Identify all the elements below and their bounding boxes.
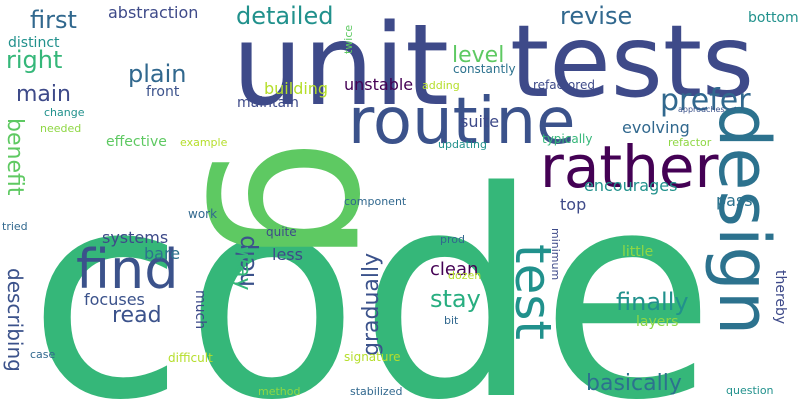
word-thereby: thereby [772,270,788,324]
word-dozen: dozen [448,269,481,282]
word-building: building [264,79,328,98]
word-find: find [76,238,179,301]
word-layers: layers [636,314,678,330]
word-top: top [560,195,586,214]
word-stay: stay [430,285,481,313]
word-approaches: approaches [678,105,725,114]
word-help: help [232,235,260,287]
word-stabilized: stabilized [350,385,402,398]
word-effective: effective [106,134,167,150]
word-adding: adding [422,79,460,92]
word-difficult: difficult [168,351,213,365]
word-prod: prod [440,233,465,246]
word-describing: describing [3,268,27,372]
word-suite: suite [460,112,499,131]
word-change: change [44,106,85,119]
word-g-large: g [200,138,433,265]
word-main: main [16,82,71,107]
word-clean: clean [430,259,478,280]
word-pass: pass [716,191,753,210]
word-systems: systems [102,228,168,247]
word-quite: quite [266,225,297,239]
word-prefer: prefer [660,83,751,118]
word-updating: updating [438,138,487,151]
word-less: less [272,245,303,264]
word-gradually: gradually [359,253,384,356]
word-minimum: minimum [549,228,562,280]
word-question: question [726,384,774,397]
word-code: code [28,131,715,400]
word-typically: typically [542,132,592,146]
word-design: design [703,103,785,335]
word-unit: unit [232,1,449,131]
word-way: way [230,246,255,291]
word-refactor: refactor [668,136,712,149]
word-basically: basically [586,371,682,396]
word-bare: bare [144,244,180,263]
word-finally: finally [616,288,689,316]
word-method: method [258,385,300,398]
word-tests: tests [510,3,754,120]
word-encourages: encourages [584,176,677,195]
word-test: test [504,244,562,340]
word-twice: twice [342,25,355,54]
word-first: first [30,6,77,34]
word-case: case [30,348,56,361]
word-benefit: benefit [2,118,27,196]
word-focuses: focuses [84,290,145,309]
word-distinct: distinct [8,35,60,51]
word-bit: bit [444,314,459,327]
word-abstraction: abstraction [108,3,198,22]
word-component: component [344,195,407,208]
word-right: right [6,46,62,74]
word-unstable: unstable [344,75,413,94]
word-routine: routine [348,85,575,159]
word-little: little [622,244,653,260]
word-plain: plain [128,60,187,88]
word-much: much [192,290,208,329]
word-bottom: bottom [748,10,799,26]
word-level: level [452,43,504,68]
word-tried: tried [2,220,28,233]
word-rather: rather [540,133,719,201]
word-example: example [180,136,228,149]
word-constantly: constantly [453,62,516,76]
word-work: work [188,207,217,221]
word-front: front [146,84,180,100]
word-evolving: evolving [622,118,690,137]
word-needed: needed [40,122,81,135]
word-revise: revise [560,2,632,30]
word-read: read [112,303,162,328]
word-maintain: maintain [237,95,299,111]
word-refactored: refactored [533,78,595,92]
word-detailed: detailed [236,2,333,30]
word-signature: signature [344,350,401,364]
